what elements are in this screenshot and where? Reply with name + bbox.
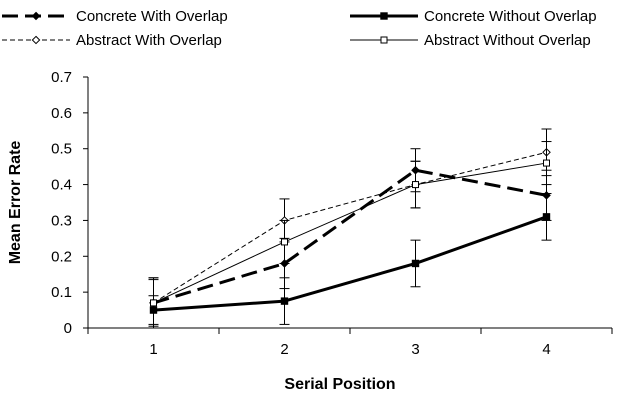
- legend-label: Concrete With Overlap: [76, 8, 228, 25]
- y-tick-label: 0: [64, 320, 72, 337]
- y-axis-title: Mean Error Rate: [7, 141, 24, 265]
- x-axis-title: Serial Position: [284, 376, 395, 393]
- legend-label: Abstract With Overlap: [76, 32, 222, 49]
- y-tick-label: 0.1: [51, 284, 72, 301]
- x-tick-label: 4: [542, 341, 550, 358]
- series-abstract-with-overlap: [148, 128, 552, 329]
- data-point: [542, 213, 551, 221]
- data-point: [543, 159, 550, 167]
- legend-item: Concrete Without Overlap: [350, 8, 597, 25]
- data-point: [150, 299, 157, 307]
- legend-item: Concrete With Overlap: [2, 8, 228, 25]
- legend-marker: [380, 12, 388, 20]
- plot-area: [148, 128, 552, 329]
- series-line: [153, 151, 547, 304]
- legend-marker: [31, 35, 41, 45]
- y-tick-label: 0.5: [51, 141, 72, 158]
- legend-marker: [31, 11, 41, 21]
- series-line: [153, 168, 547, 305]
- series-abstract-without-overlap: [148, 141, 552, 327]
- legend-label: Abstract Without Overlap: [424, 32, 591, 49]
- series-line: [153, 162, 547, 304]
- data-point: [280, 297, 289, 305]
- y-tick-label: 0.6: [51, 105, 72, 122]
- data-point: [281, 238, 288, 246]
- y-tick-label: 0.2: [51, 248, 72, 265]
- legend-label: Concrete Without Overlap: [424, 8, 597, 25]
- series-concrete-with-overlap: [148, 148, 552, 329]
- axes: 0 0.1 0.2 0.3 0.4 0.5 0.6 0.7 1 2 3 4: [51, 69, 613, 358]
- y-tick-label: 0.3: [51, 212, 72, 229]
- y-tick-label: 0.7: [51, 69, 72, 86]
- y-tick-label: 0.4: [51, 177, 72, 194]
- legend-item: Abstract Without Overlap: [350, 32, 591, 49]
- data-point: [412, 181, 419, 189]
- x-tick-label: 1: [149, 341, 157, 358]
- series-line: [153, 215, 548, 312]
- legend: Concrete With Overlap Concrete Without Ov…: [2, 8, 597, 49]
- x-tick-label: 2: [280, 341, 288, 358]
- legend-item: Abstract With Overlap: [2, 32, 222, 49]
- data-point: [411, 259, 420, 268]
- x-tick-label: 3: [411, 341, 419, 358]
- legend-marker: [380, 36, 388, 44]
